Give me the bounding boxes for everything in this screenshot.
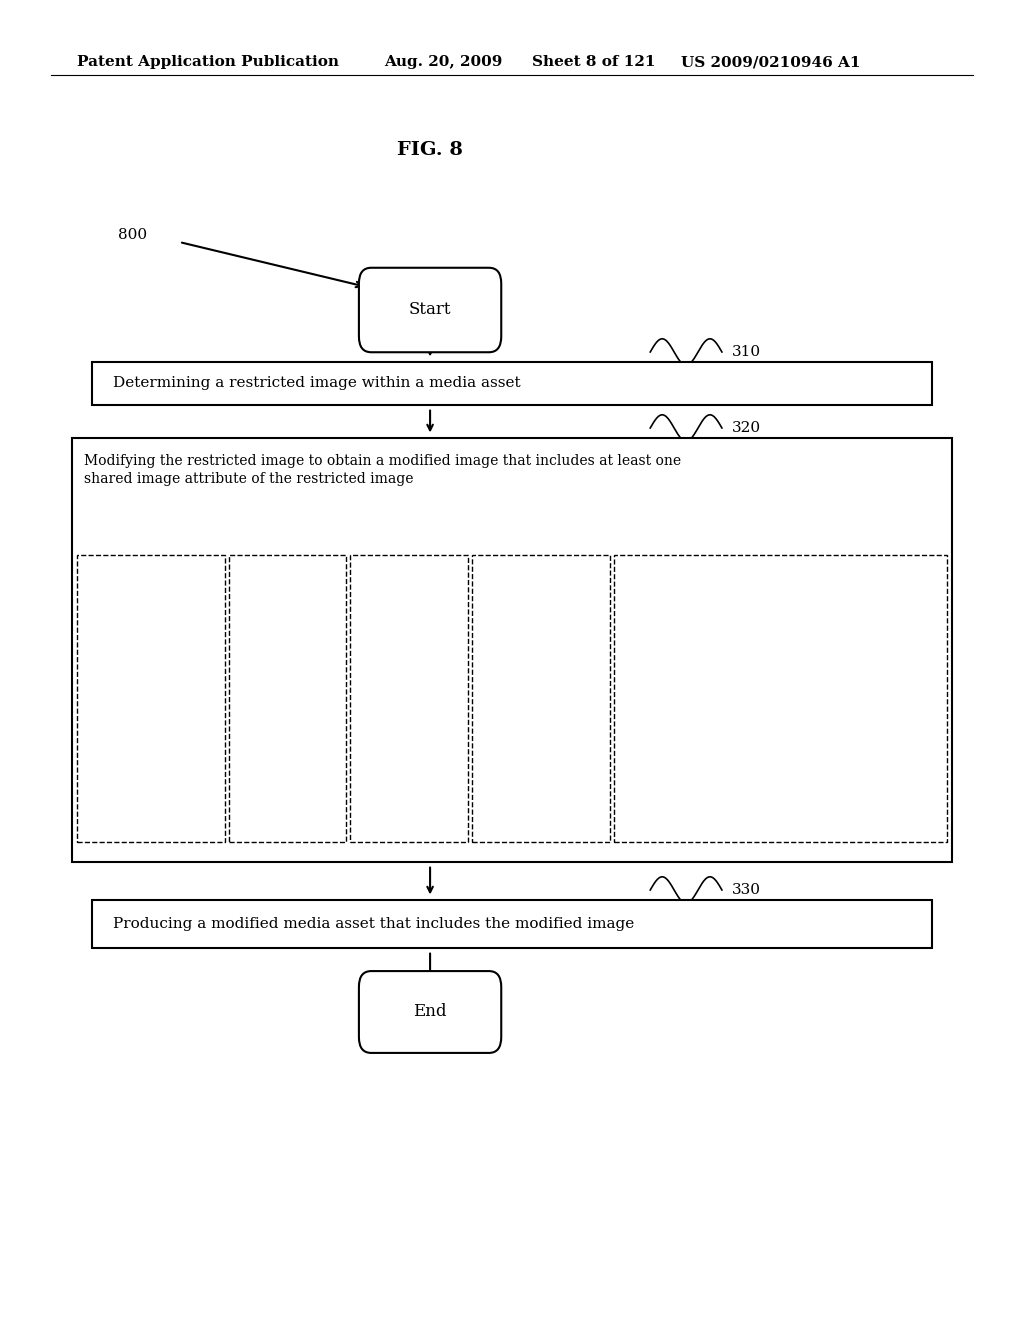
Text: Patent Application Publication: Patent Application Publication (77, 55, 339, 69)
Text: 320: 320 (732, 421, 761, 436)
FancyBboxPatch shape (358, 972, 502, 1053)
Bar (472, 554, 610, 842)
Text: Sheet 8 of 121: Sheet 8 of 121 (532, 55, 656, 69)
Text: 800: 800 (118, 228, 146, 242)
Bar (72, 438, 952, 862)
Text: 808: 808 (480, 568, 506, 581)
Text: 802: 802 (85, 568, 111, 581)
Text: Producing a modified media asset that includes the modified image: Producing a modified media asset that in… (113, 917, 634, 931)
Text: Maintaining
a
presentation
context of
the media
asset within
the modified
media : Maintaining a presentation context of th… (358, 597, 438, 726)
Text: 330: 330 (732, 883, 761, 898)
Text: FIG. 8: FIG. 8 (397, 141, 463, 158)
Text: Determining a restricted image within a media asset: Determining a restricted image within a … (113, 376, 520, 391)
Text: US 2009/0210946 A1: US 2009/0210946 A1 (681, 55, 860, 69)
Text: 806: 806 (358, 568, 384, 581)
Text: Obscuring an
identity of a
human subject
of the restricted
image by
replacing th: Obscuring an identity of a human subject… (623, 597, 730, 792)
Text: Modifying the restricted image to obtain a modified image that includes at least: Modifying the restricted image to obtain… (84, 454, 681, 486)
Bar (92, 900, 932, 948)
Bar (614, 554, 947, 842)
Text: Replacing the
restricted
image with
the modified
image
selected from
a database : Replacing the restricted image with the … (85, 597, 173, 825)
Bar (229, 554, 346, 842)
Text: 810: 810 (623, 568, 648, 581)
FancyBboxPatch shape (358, 268, 502, 352)
Text: Modifying
the
restricted
image
without
modifying
the at
least one
shared
image
a: Modifying the restricted image without m… (238, 597, 302, 775)
Bar (350, 554, 468, 842)
Text: 804: 804 (238, 568, 263, 581)
Bar (77, 554, 225, 842)
Text: Determining
that the
modified image
is associated
with modified
identity
informa: Determining that the modified image is a… (480, 597, 580, 808)
Text: 310: 310 (732, 345, 761, 359)
Text: End: End (414, 1003, 446, 1020)
Text: Start: Start (409, 301, 452, 318)
Text: Aug. 20, 2009: Aug. 20, 2009 (384, 55, 503, 69)
Bar (92, 362, 932, 405)
